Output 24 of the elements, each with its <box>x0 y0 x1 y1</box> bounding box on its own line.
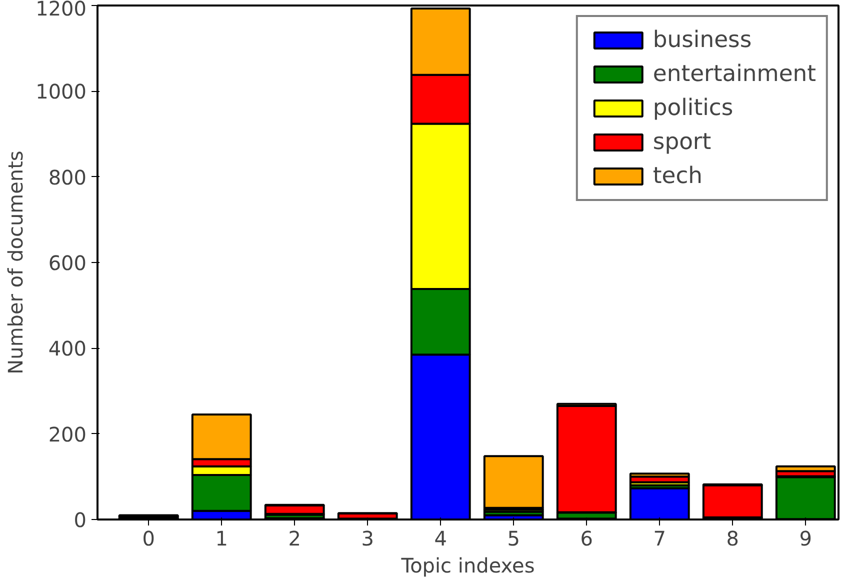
y-tick-label: 600 <box>48 251 87 275</box>
y-tick-label: 1000 <box>36 80 87 104</box>
legend-label: politics <box>652 95 734 121</box>
y-tick-label: 1200 <box>36 0 87 20</box>
x-tick-label: 9 <box>799 526 812 550</box>
legend-label: business <box>652 27 752 53</box>
x-tick-label: 4 <box>434 526 447 550</box>
legend-label: tech <box>652 163 703 189</box>
x-tick-label: 8 <box>726 526 740 550</box>
x-axis-title: Topic indexes <box>400 554 535 578</box>
x-tick-label: 1 <box>215 526 228 550</box>
y-axis-title: Number of documents <box>4 150 28 374</box>
x-tick-label: 7 <box>653 526 666 550</box>
legend-label: sport <box>652 129 712 155</box>
y-tick-label: 0 <box>74 508 87 532</box>
y-tick-label: 800 <box>48 165 87 190</box>
x-tick-label: 6 <box>580 526 594 550</box>
x-tick-label: 0 <box>142 526 155 550</box>
y-tick-label: 400 <box>48 336 87 361</box>
x-tick-label: 3 <box>361 526 374 550</box>
x-tick-label: 5 <box>507 526 520 550</box>
y-tick-label: 200 <box>48 422 87 446</box>
legend-label: entertainment <box>652 61 816 87</box>
x-tick-label: 2 <box>288 526 301 550</box>
